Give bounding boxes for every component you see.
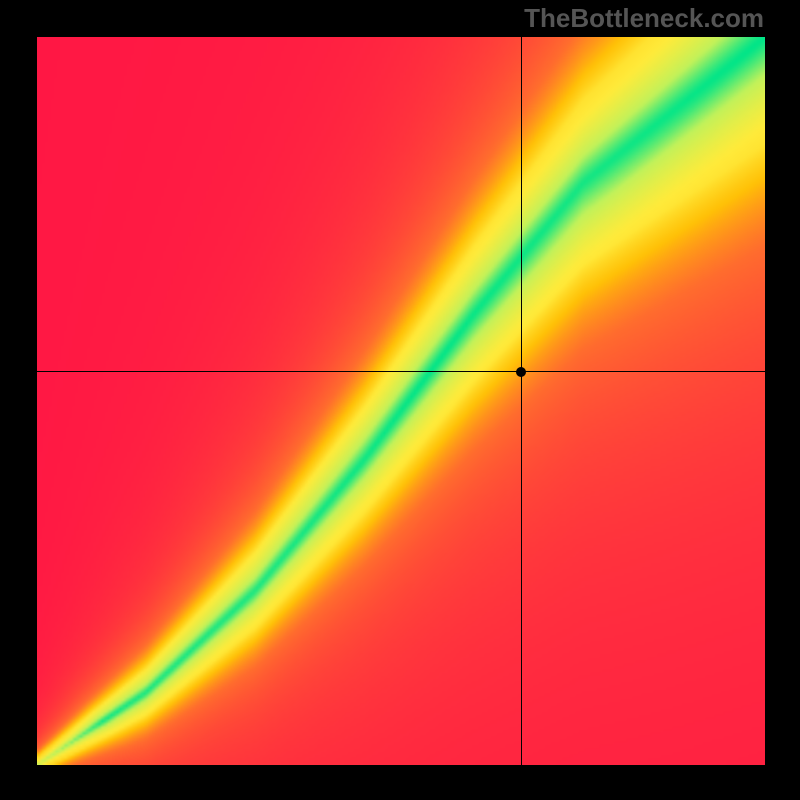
crosshair-horizontal-line: [37, 371, 765, 372]
bottleneck-heatmap: [37, 37, 765, 765]
crosshair-vertical-line: [521, 37, 522, 765]
chart-container: TheBottleneck.com: [0, 0, 800, 800]
target-marker: [516, 367, 526, 377]
watermark-text: TheBottleneck.com: [524, 3, 764, 34]
